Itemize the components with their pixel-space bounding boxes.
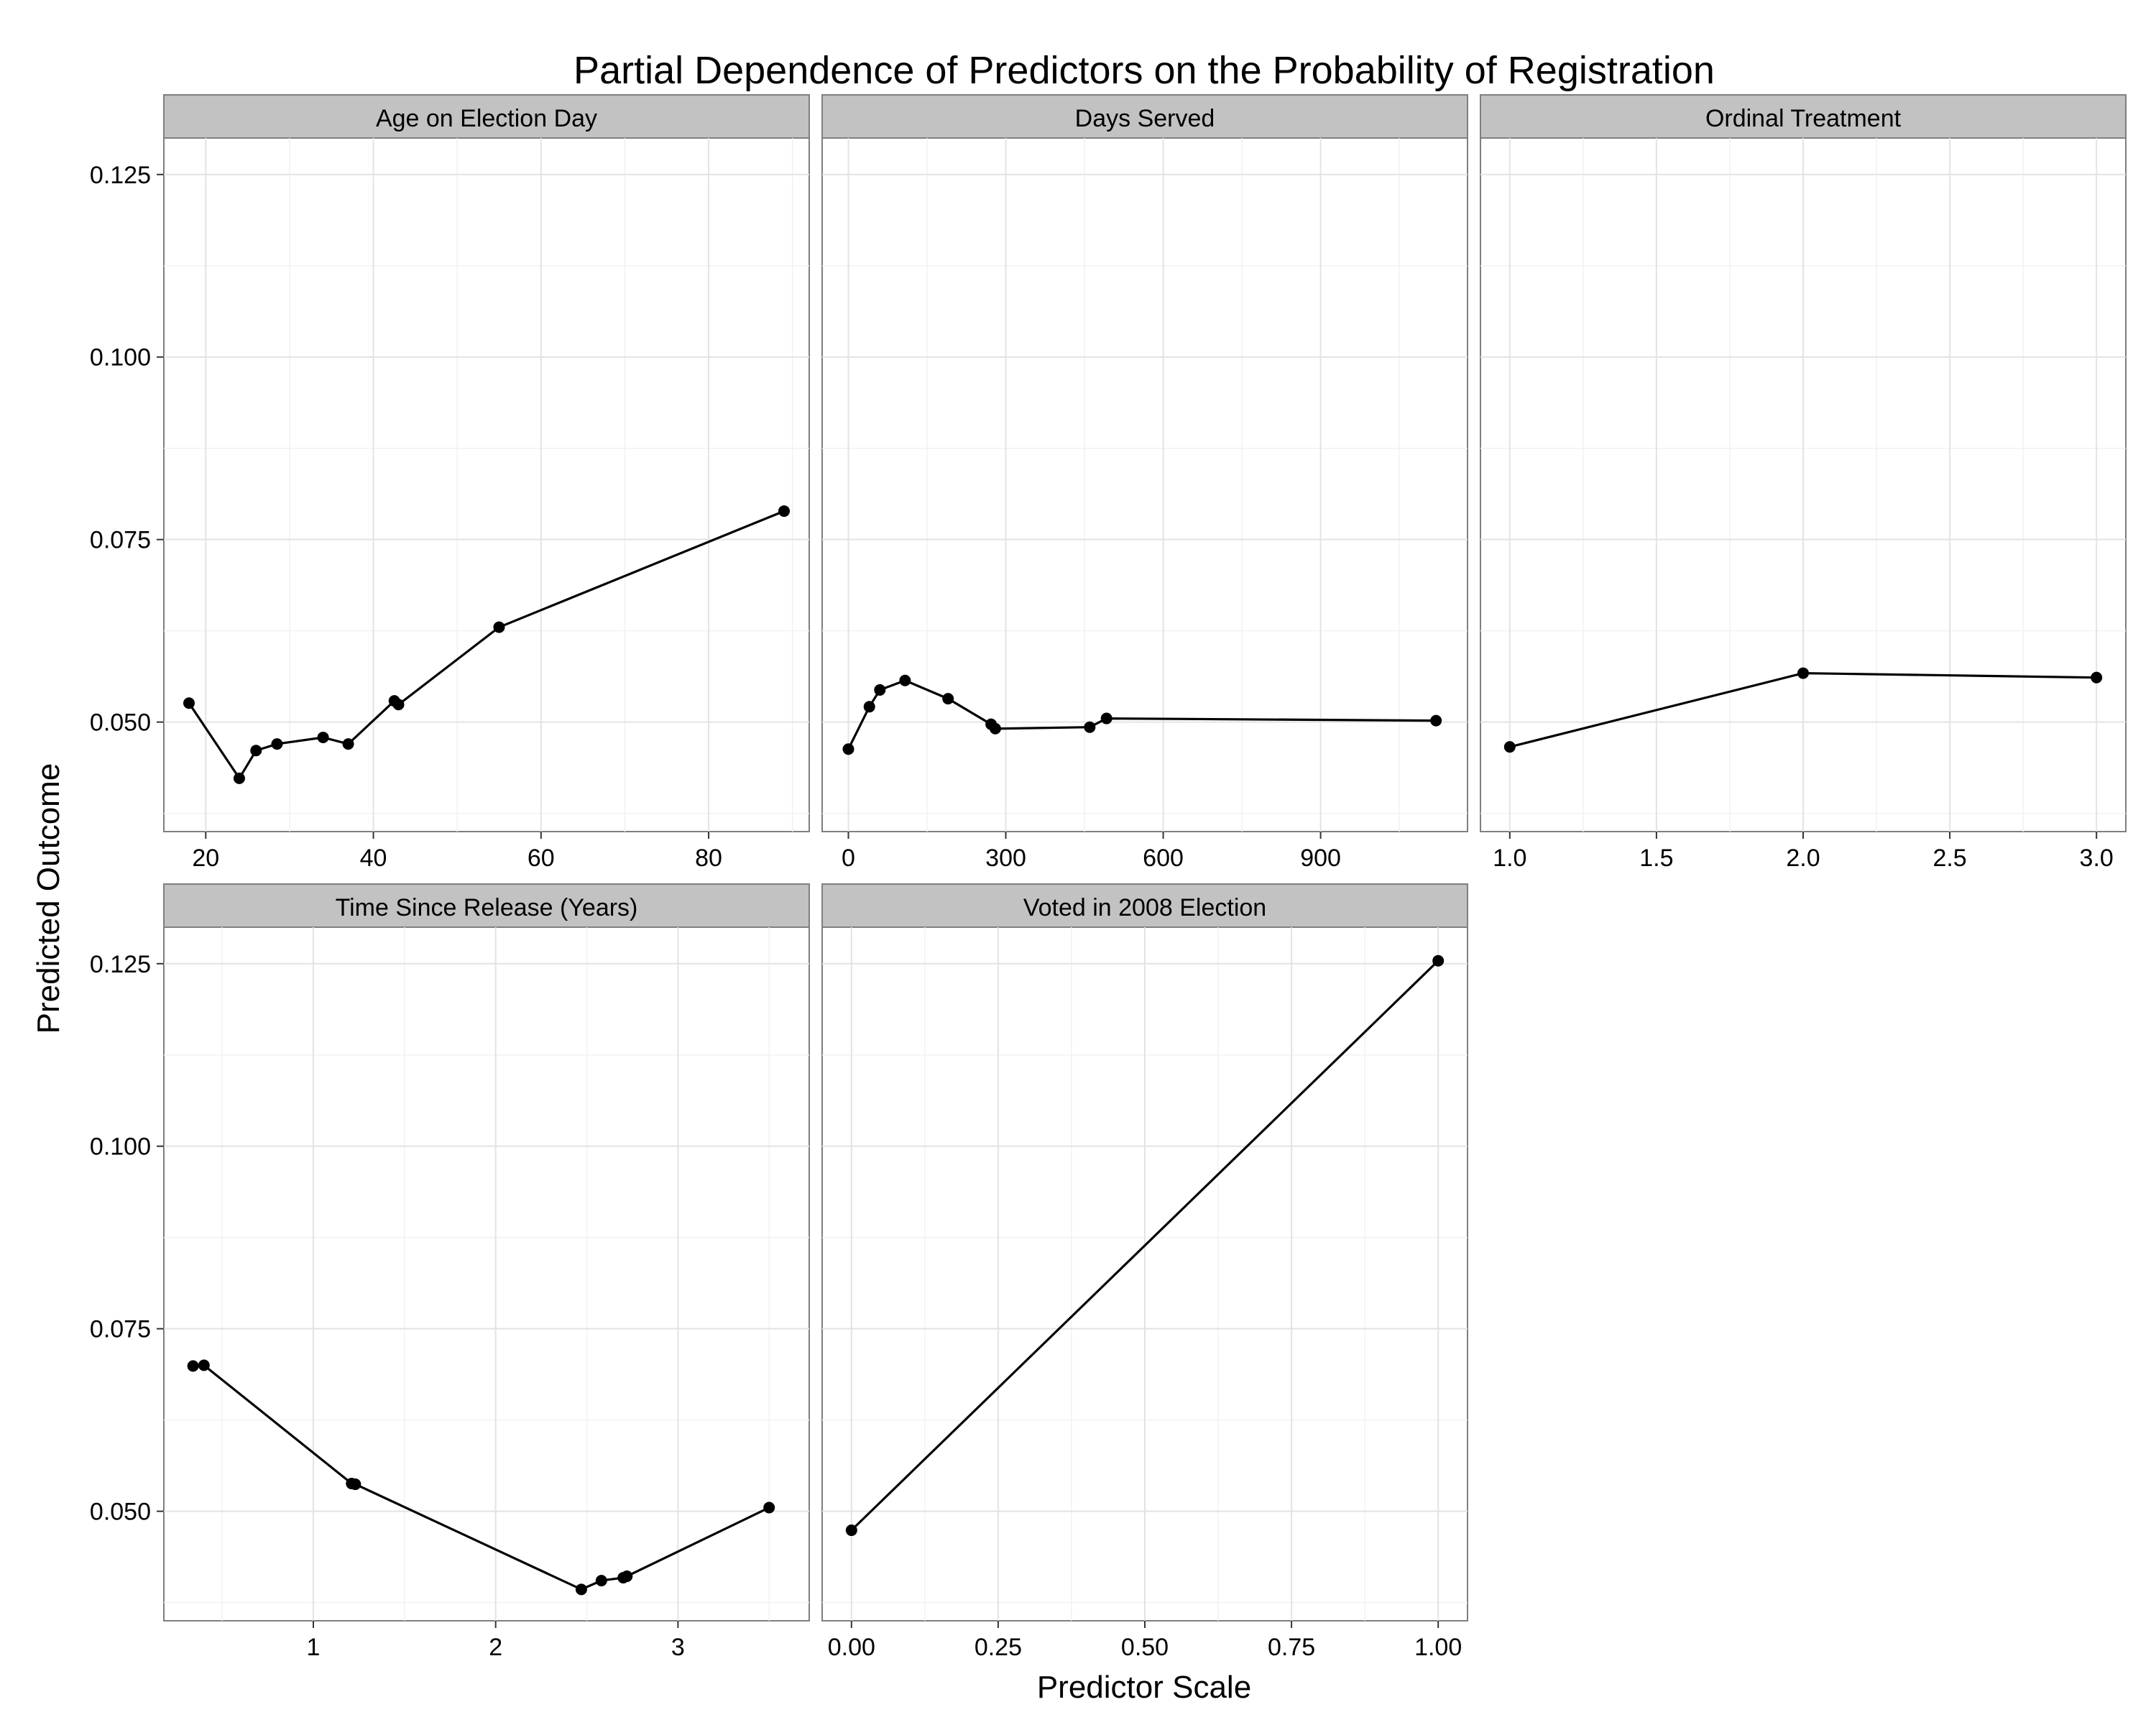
data-point xyxy=(392,699,405,711)
x-axis-title: Predictor Scale xyxy=(1037,1670,1251,1705)
data-point xyxy=(183,697,195,709)
data-point xyxy=(621,1570,633,1583)
data-point xyxy=(845,1524,857,1537)
x-tick-label: 2 xyxy=(489,1634,502,1661)
data-point xyxy=(271,738,283,750)
y-tick-label: 0.100 xyxy=(90,1133,151,1161)
data-point xyxy=(233,772,245,784)
data-point xyxy=(1084,721,1096,733)
data-point xyxy=(2091,671,2103,684)
series-line xyxy=(188,510,785,781)
data-point xyxy=(187,1360,199,1372)
x-tick-label: 3 xyxy=(671,1634,685,1661)
data-point xyxy=(317,731,329,743)
y-tick-label: 0.075 xyxy=(90,527,151,554)
x-tick-label: 600 xyxy=(1143,845,1184,872)
data-point xyxy=(778,505,791,518)
y-tick-label: 0.125 xyxy=(90,162,151,189)
x-tick-label: 300 xyxy=(985,845,1026,872)
data-point xyxy=(989,722,1001,735)
series-line xyxy=(847,678,1437,750)
x-tick-label: 1.00 xyxy=(1414,1634,1462,1661)
facet-strip-label: Voted in 2008 Election xyxy=(1023,894,1266,921)
x-tick-label: 2.5 xyxy=(1932,845,1966,872)
x-tick-label: 3.0 xyxy=(2080,845,2114,872)
y-tick-label: 0.125 xyxy=(90,951,151,978)
x-tick-label: 1.5 xyxy=(1639,845,1673,872)
x-tick-label: 1.0 xyxy=(1493,845,1526,872)
facet-strip-label: Ordinal Treatment xyxy=(1705,105,1902,132)
x-tick-label: 80 xyxy=(695,845,722,872)
x-tick-label: 0.75 xyxy=(1268,1634,1315,1661)
x-tick-label: 0.25 xyxy=(975,1634,1022,1661)
facet-strip xyxy=(163,94,810,139)
x-tick-label: 0.50 xyxy=(1121,1634,1169,1661)
data-point xyxy=(942,693,954,705)
data-point xyxy=(595,1575,607,1587)
x-tick-label: 20 xyxy=(192,845,219,872)
facet-age-on-election-day: Age on Election Day 20 40 60 80 0.050 0.075 0.1… xyxy=(90,94,810,872)
series-line xyxy=(850,960,1439,1532)
data-point xyxy=(763,1501,775,1514)
facet-strip xyxy=(821,883,1468,928)
data-point xyxy=(899,674,911,686)
data-point xyxy=(1100,712,1112,724)
plot-panel xyxy=(821,137,1468,832)
y-tick-label: 0.050 xyxy=(90,1499,151,1526)
y-tick-label: 0.100 xyxy=(90,344,151,372)
data-point xyxy=(1503,741,1516,753)
x-tick-label: 60 xyxy=(528,845,555,872)
y-tick-label: 0.075 xyxy=(90,1316,151,1343)
plot-panel xyxy=(163,137,810,832)
y-axis-title: Predicted Outcome xyxy=(31,763,66,1034)
data-point xyxy=(874,684,886,696)
data-point xyxy=(1430,714,1442,727)
facet-days-served: Days Served 0 300 600 900 xyxy=(821,94,1468,872)
facet-strip xyxy=(821,94,1468,139)
facet-strip-label: Time Since Release (Years) xyxy=(336,894,638,921)
plot-panel xyxy=(163,926,810,1622)
x-tick-label: 900 xyxy=(1300,845,1341,872)
facet-strip xyxy=(1480,94,2127,139)
x-tick-label: 40 xyxy=(360,845,387,872)
x-tick-label: 2.0 xyxy=(1786,845,1820,872)
facet-time-since-release-years: Time Since Release (Years) 1 2 3 0.050 0.075 0… xyxy=(90,883,810,1661)
data-point xyxy=(575,1583,587,1596)
y-tick-label: 0.050 xyxy=(90,709,151,737)
data-point xyxy=(863,701,875,713)
data-point xyxy=(842,743,854,755)
facet-strip xyxy=(163,883,810,928)
x-tick-label: 0.00 xyxy=(828,1634,875,1661)
x-tick-label: 1 xyxy=(307,1634,321,1661)
chart-title: Partial Dependence of Predictors on the … xyxy=(573,49,1715,92)
data-point xyxy=(349,1478,361,1491)
facet-voted-in-2008-election: Voted in 2008 Election 0.00 0.25 0.50 0.75 1.… xyxy=(821,883,1468,1661)
data-point xyxy=(493,621,505,633)
facet-strip-label: Days Served xyxy=(1075,105,1215,132)
facet-ordinal-treatment: Ordinal Treatment 1.0 1.5 2.0 2.5 3.0 xyxy=(1480,94,2127,872)
data-point xyxy=(1797,667,1809,679)
data-point xyxy=(250,745,262,757)
data-point xyxy=(198,1359,210,1371)
data-point xyxy=(1432,954,1445,967)
x-tick-label: 0 xyxy=(842,845,855,872)
facet-strip-label: Age on Election Day xyxy=(376,105,597,132)
data-point xyxy=(342,738,354,750)
